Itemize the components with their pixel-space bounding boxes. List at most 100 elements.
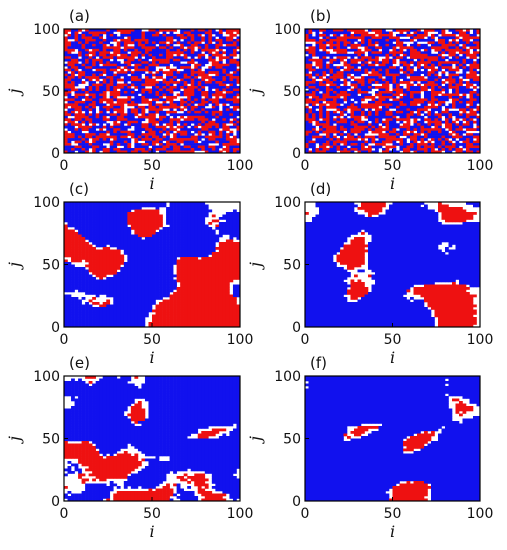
lattice-cell: [413, 93, 418, 97]
lattice-cell: [312, 36, 316, 40]
lattice-cell: [305, 33, 309, 37]
lattice-cell: [183, 222, 188, 225]
lattice-cell: [144, 232, 149, 235]
lattice-cell: [85, 135, 89, 139]
lattice-cell: [183, 217, 188, 220]
lattice-cell: [211, 214, 216, 218]
lattice-cell: [424, 118, 428, 122]
lattice-cell: [81, 234, 86, 238]
lattice-cell: [67, 33, 72, 37]
lattice-cell: [116, 202, 121, 205]
lattice-cell: [438, 58, 442, 62]
lattice-cell: [305, 125, 309, 129]
lattice-cell: [473, 63, 477, 67]
lattice-cell: [109, 98, 114, 102]
lattice-cell: [148, 38, 153, 42]
lattice-cell: [452, 125, 456, 129]
lattice-cell: [95, 133, 100, 136]
lattice-cell: [208, 31, 213, 35]
lattice-cell: [333, 71, 337, 74]
lattice-cell: [130, 36, 135, 40]
lattice-cell: [222, 105, 227, 109]
lattice-cell: [347, 138, 351, 141]
lattice-cell: [371, 115, 376, 119]
lattice-cell: [340, 148, 344, 151]
lattice-cell: [190, 207, 195, 210]
lattice-cell: [95, 212, 100, 215]
lattice-cell: [120, 51, 125, 55]
lattice-cell: [92, 71, 96, 74]
lattice-cell: [469, 71, 474, 74]
lattice-cell: [88, 239, 93, 243]
lattice-cell: [354, 66, 358, 69]
lattice-cell: [81, 145, 86, 149]
lattice-cell: [137, 95, 142, 99]
lattice-cell: [427, 73, 432, 77]
lattice-cell: [448, 71, 453, 74]
lattice-cell: [64, 145, 68, 149]
lattice-cell: [95, 51, 100, 55]
lattice-cell: [127, 93, 132, 97]
lattice-cell: [176, 204, 181, 208]
lattice-cell: [85, 33, 89, 37]
lattice-cell: [413, 150, 418, 154]
lattice-cell: [434, 143, 439, 146]
lattice-cell: [326, 53, 330, 57]
lattice-cell: [469, 76, 474, 79]
lattice-cell: [127, 145, 132, 149]
lattice-cell: [455, 91, 460, 94]
lattice-cell: [315, 73, 320, 77]
lattice-cell: [368, 140, 372, 144]
lattice-cell: [106, 128, 111, 131]
lattice-cell: [392, 29, 397, 32]
lattice-cell: [159, 46, 163, 50]
lattice-cell: [236, 118, 241, 122]
lattice-cell: [232, 115, 237, 119]
lattice-cell: [116, 43, 121, 47]
lattice-cell: [368, 95, 372, 99]
lattice-cell: [218, 38, 223, 42]
lattice-cell: [340, 128, 344, 131]
lattice-cell: [92, 148, 96, 151]
lattice-cell: [208, 38, 213, 42]
lattice-cell: [424, 68, 428, 72]
lattice-cell: [134, 229, 139, 233]
lattice-cell: [155, 207, 160, 210]
lattice-cell: [389, 103, 393, 107]
lattice-cell: [187, 58, 192, 62]
lattice-cell: [462, 53, 467, 57]
lattice-cell: [445, 148, 449, 151]
lattice-cell: [371, 128, 376, 131]
lattice-cell: [162, 110, 167, 114]
lattice-cell: [109, 150, 114, 154]
lattice-cell: [201, 222, 206, 225]
lattice-cell: [130, 38, 135, 42]
lattice-cell: [155, 202, 160, 205]
lattice-cell: [123, 58, 128, 62]
lattice-cell: [71, 105, 75, 109]
lattice-cell: [326, 33, 330, 37]
lattice-cell: [382, 73, 386, 77]
lattice-cell: [137, 41, 142, 45]
lattice-cell: [162, 33, 167, 37]
lattice-cell: [148, 33, 153, 37]
lattice-cell: [169, 105, 174, 109]
lattice-cell: [113, 51, 118, 55]
lattice-cell: [455, 125, 460, 129]
lattice-cell: [357, 88, 362, 92]
lattice-cell: [99, 130, 104, 134]
lattice-cell: [92, 229, 96, 233]
lattice-cell: [385, 58, 390, 62]
lattice-cell: [81, 63, 86, 67]
lattice-cell: [312, 140, 316, 144]
lattice-cell: [357, 71, 362, 74]
lattice-cell: [382, 53, 386, 57]
lattice-cell: [396, 130, 400, 134]
lattice-cell: [385, 73, 390, 77]
lattice-cell: [364, 43, 369, 47]
lattice-cell: [406, 66, 411, 69]
lattice-cell: [305, 130, 309, 134]
lattice-cell: [197, 61, 202, 65]
lattice-cell: [176, 41, 181, 45]
lattice-cell: [120, 130, 125, 134]
